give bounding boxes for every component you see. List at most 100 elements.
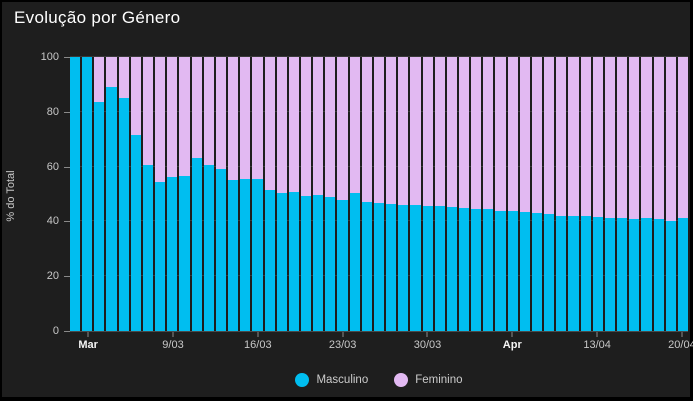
segment-feminino[interactable] [531, 57, 543, 214]
bar-26/03[interactable] [373, 57, 385, 331]
bar-15/03[interactable] [240, 57, 251, 331]
segment-feminino[interactable] [337, 57, 348, 201]
bar-12/03[interactable] [203, 57, 214, 331]
bar-18/04[interactable] [653, 57, 664, 331]
segment-feminino[interactable] [483, 57, 494, 210]
segment-masculino[interactable] [422, 205, 433, 331]
segment-feminino[interactable] [240, 57, 251, 179]
segment-masculino[interactable] [288, 191, 299, 331]
segment-masculino[interactable] [386, 204, 397, 331]
segment-masculino[interactable] [361, 201, 372, 331]
bar-8/03[interactable] [155, 57, 166, 331]
bar-15/04[interactable] [617, 57, 628, 331]
segment-feminino[interactable] [641, 57, 652, 219]
segment-masculino[interactable] [191, 158, 202, 331]
segment-masculino[interactable] [629, 219, 640, 331]
segment-feminino[interactable] [155, 57, 166, 183]
segment-masculino[interactable] [94, 102, 105, 331]
segment-feminino[interactable] [252, 57, 263, 179]
segment-feminino[interactable] [203, 57, 214, 165]
segment-feminino[interactable] [568, 57, 579, 216]
bar-1/04[interactable] [446, 57, 457, 331]
segment-feminino[interactable] [446, 57, 457, 207]
segment-masculino[interactable] [568, 215, 579, 331]
segment-feminino[interactable] [495, 57, 506, 211]
segment-feminino[interactable] [592, 57, 603, 217]
segment-masculino[interactable] [446, 206, 457, 331]
segment-masculino[interactable] [604, 217, 616, 331]
segment-masculino[interactable] [325, 196, 336, 331]
segment-feminino[interactable] [519, 57, 530, 213]
segment-feminino[interactable] [361, 57, 372, 202]
bar-1/03[interactable] [70, 57, 81, 331]
segment-feminino[interactable] [629, 57, 640, 220]
segment-masculino[interactable] [106, 87, 117, 331]
segment-masculino[interactable] [665, 221, 676, 331]
segment-feminino[interactable] [191, 57, 202, 159]
legend-item-feminino[interactable]: Feminino [394, 373, 463, 387]
bar-5/03[interactable] [118, 57, 129, 331]
segment-masculino[interactable] [203, 164, 214, 331]
bar-28/03[interactable] [398, 57, 409, 331]
segment-feminino[interactable] [459, 57, 470, 208]
segment-masculino[interactable] [580, 215, 591, 331]
segment-feminino[interactable] [142, 57, 154, 166]
bar-20/04[interactable] [677, 57, 688, 331]
bar-9/03[interactable] [167, 57, 178, 331]
segment-feminino[interactable] [604, 57, 616, 218]
segment-masculino[interactable] [592, 216, 603, 331]
bar-30/03[interactable] [422, 57, 433, 331]
bar-4/03[interactable] [106, 57, 117, 331]
bar-2/03[interactable] [82, 57, 93, 331]
segment-masculino[interactable] [215, 169, 227, 331]
segment-feminino[interactable] [179, 57, 190, 177]
segment-masculino[interactable] [300, 195, 312, 331]
bar-14/03[interactable] [228, 57, 239, 331]
bar-7/03[interactable] [142, 57, 154, 331]
segment-feminino[interactable] [580, 57, 591, 216]
bar-29/03[interactable] [410, 57, 421, 331]
segment-feminino[interactable] [215, 57, 227, 170]
segment-masculino[interactable] [531, 213, 543, 331]
segment-masculino[interactable] [471, 209, 482, 331]
segment-masculino[interactable] [677, 217, 688, 331]
segment-feminino[interactable] [313, 57, 324, 195]
segment-masculino[interactable] [179, 176, 190, 331]
segment-feminino[interactable] [677, 57, 688, 218]
segment-masculino[interactable] [228, 180, 239, 331]
bar-24/03[interactable] [349, 57, 360, 331]
bar-17/04[interactable] [641, 57, 652, 331]
bar-12/04[interactable] [580, 57, 591, 331]
segment-feminino[interactable] [264, 57, 275, 190]
segment-masculino[interactable] [459, 207, 470, 331]
segment-masculino[interactable] [507, 210, 518, 331]
segment-feminino[interactable] [386, 57, 397, 205]
bar-3/04[interactable] [471, 57, 482, 331]
segment-masculino[interactable] [155, 182, 166, 331]
segment-feminino[interactable] [471, 57, 482, 210]
bar-19/04[interactable] [665, 57, 676, 331]
segment-masculino[interactable] [641, 218, 652, 331]
segment-feminino[interactable] [106, 57, 117, 88]
segment-masculino[interactable] [240, 178, 251, 331]
segment-masculino[interactable] [130, 135, 141, 331]
bar-21/03[interactable] [313, 57, 324, 331]
bar-17/03[interactable] [264, 57, 275, 331]
segment-feminino[interactable] [507, 57, 518, 211]
segment-masculino[interactable] [373, 203, 385, 331]
segment-masculino[interactable] [653, 219, 664, 331]
bar-10/04[interactable] [556, 57, 567, 331]
bar-11/04[interactable] [568, 57, 579, 331]
bar-23/03[interactable] [337, 57, 348, 331]
bar-5/04[interactable] [495, 57, 506, 331]
segment-masculino[interactable] [410, 204, 421, 331]
bar-4/04[interactable] [483, 57, 494, 331]
segment-feminino[interactable] [556, 57, 567, 216]
segment-feminino[interactable] [434, 57, 445, 207]
segment-masculino[interactable] [398, 204, 409, 331]
segment-feminino[interactable] [130, 57, 141, 136]
bar-11/03[interactable] [191, 57, 202, 331]
segment-masculino[interactable] [519, 212, 530, 331]
segment-masculino[interactable] [544, 214, 555, 331]
segment-feminino[interactable] [276, 57, 287, 193]
